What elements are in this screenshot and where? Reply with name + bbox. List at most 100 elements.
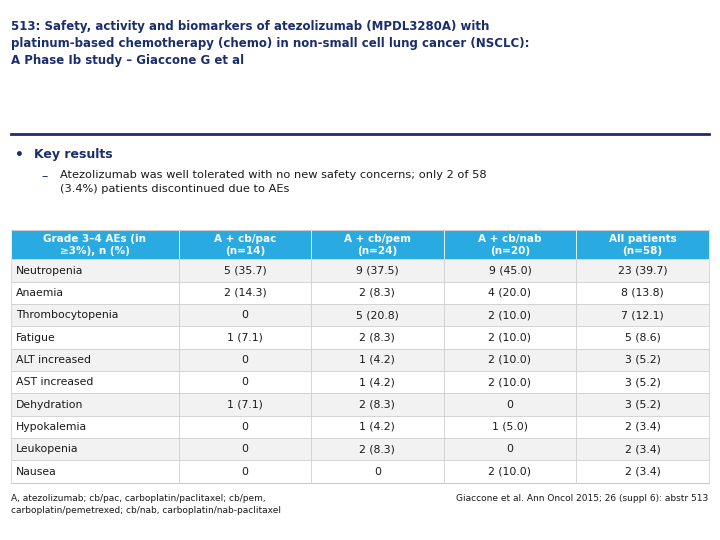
Bar (311, 230, 444, 259)
Text: 0: 0 (506, 444, 513, 454)
Text: 0: 0 (374, 467, 381, 476)
Text: A + cb/nab
(n=20): A + cb/nab (n=20) (478, 233, 541, 256)
Text: ALT increased: ALT increased (17, 355, 91, 365)
Bar (311, 259, 444, 282)
Text: 5 (35.7): 5 (35.7) (223, 266, 266, 275)
Bar (179, 304, 311, 326)
Bar (12, 259, 179, 282)
Text: Thrombocytopenia: Thrombocytopenia (17, 310, 119, 320)
Text: 1 (4.2): 1 (4.2) (359, 355, 395, 365)
Text: 2 (10.0): 2 (10.0) (488, 355, 531, 365)
Text: 5 (20.8): 5 (20.8) (356, 310, 399, 320)
Bar (311, 460, 444, 483)
Text: 2 (10.0): 2 (10.0) (488, 310, 531, 320)
Text: Key results: Key results (34, 148, 113, 161)
Bar (179, 393, 311, 416)
Bar (576, 304, 708, 326)
Bar (12, 326, 179, 349)
Bar (179, 371, 311, 393)
Bar (12, 282, 179, 304)
Text: Grade 3–4 AEs (in
≥3%), n (%): Grade 3–4 AEs (in ≥3%), n (%) (43, 233, 146, 256)
Text: •: • (15, 148, 24, 161)
Bar (576, 259, 708, 282)
Text: Giaccone et al. Ann Oncol 2015; 26 (suppl 6): abstr 513: Giaccone et al. Ann Oncol 2015; 26 (supp… (456, 494, 708, 503)
Bar (12, 230, 179, 259)
Text: 2 (3.4): 2 (3.4) (624, 422, 660, 432)
Text: 8 (13.8): 8 (13.8) (621, 288, 664, 298)
Text: Dehydration: Dehydration (17, 400, 84, 409)
Bar (179, 230, 311, 259)
Bar (444, 438, 576, 460)
Text: 3 (5.2): 3 (5.2) (624, 400, 660, 409)
Bar (444, 230, 576, 259)
Text: Fatigue: Fatigue (17, 333, 56, 342)
Bar (444, 371, 576, 393)
Text: AST increased: AST increased (17, 377, 94, 387)
Text: 2 (8.3): 2 (8.3) (359, 333, 395, 342)
Text: 2 (3.4): 2 (3.4) (624, 444, 660, 454)
Text: 0: 0 (241, 444, 248, 454)
Bar (179, 259, 311, 282)
Bar (12, 438, 179, 460)
Bar (311, 304, 444, 326)
Text: 1 (4.2): 1 (4.2) (359, 377, 395, 387)
Bar (444, 282, 576, 304)
Bar (576, 326, 708, 349)
Bar (12, 349, 179, 371)
Text: 3 (5.2): 3 (5.2) (624, 355, 660, 365)
Text: Leukopenia: Leukopenia (17, 444, 78, 454)
Bar (576, 230, 708, 259)
Bar (444, 349, 576, 371)
Text: Anaemia: Anaemia (17, 288, 64, 298)
Text: 0: 0 (241, 310, 248, 320)
Bar (311, 371, 444, 393)
Bar (444, 304, 576, 326)
Text: A + cb/pac
(n=14): A + cb/pac (n=14) (214, 233, 276, 256)
Text: 23 (39.7): 23 (39.7) (618, 266, 667, 275)
Bar (576, 282, 708, 304)
Bar (179, 282, 311, 304)
Text: 2 (10.0): 2 (10.0) (488, 467, 531, 476)
Bar (179, 438, 311, 460)
Text: 513: Safety, activity and biomarkers of atezolizumab (MPDL3280A) with
platinum-b: 513: Safety, activity and biomarkers of … (12, 20, 530, 67)
Bar (179, 460, 311, 483)
Text: 7 (12.1): 7 (12.1) (621, 310, 664, 320)
Bar (444, 416, 576, 438)
Text: Nausea: Nausea (17, 467, 57, 476)
Text: 0: 0 (241, 467, 248, 476)
Text: 1 (7.1): 1 (7.1) (227, 333, 263, 342)
Bar (179, 416, 311, 438)
Text: 2 (3.4): 2 (3.4) (624, 467, 660, 476)
Text: 2 (8.3): 2 (8.3) (359, 400, 395, 409)
Text: 3 (5.2): 3 (5.2) (624, 377, 660, 387)
Text: 0: 0 (506, 400, 513, 409)
Bar (12, 304, 179, 326)
Text: 9 (45.0): 9 (45.0) (488, 266, 531, 275)
Text: 1 (7.1): 1 (7.1) (227, 400, 263, 409)
Bar (311, 438, 444, 460)
Text: 2 (14.3): 2 (14.3) (223, 288, 266, 298)
Bar (444, 460, 576, 483)
Text: Hypokalemia: Hypokalemia (17, 422, 87, 432)
Text: 5 (8.6): 5 (8.6) (624, 333, 660, 342)
Text: 0: 0 (241, 377, 248, 387)
Bar (576, 460, 708, 483)
Bar (444, 393, 576, 416)
Bar (444, 259, 576, 282)
Bar (311, 282, 444, 304)
Bar (179, 326, 311, 349)
Bar (576, 371, 708, 393)
Bar (444, 326, 576, 349)
Text: 2 (8.3): 2 (8.3) (359, 444, 395, 454)
Text: 0: 0 (241, 422, 248, 432)
Bar (179, 349, 311, 371)
Bar (12, 416, 179, 438)
Bar (12, 393, 179, 416)
Text: Neutropenia: Neutropenia (17, 266, 84, 275)
Text: 2 (10.0): 2 (10.0) (488, 377, 531, 387)
Text: All patients
(n=58): All patients (n=58) (608, 233, 676, 256)
Text: 9 (37.5): 9 (37.5) (356, 266, 399, 275)
Text: 4 (20.0): 4 (20.0) (488, 288, 531, 298)
Text: 1 (5.0): 1 (5.0) (492, 422, 528, 432)
Text: 1 (4.2): 1 (4.2) (359, 422, 395, 432)
